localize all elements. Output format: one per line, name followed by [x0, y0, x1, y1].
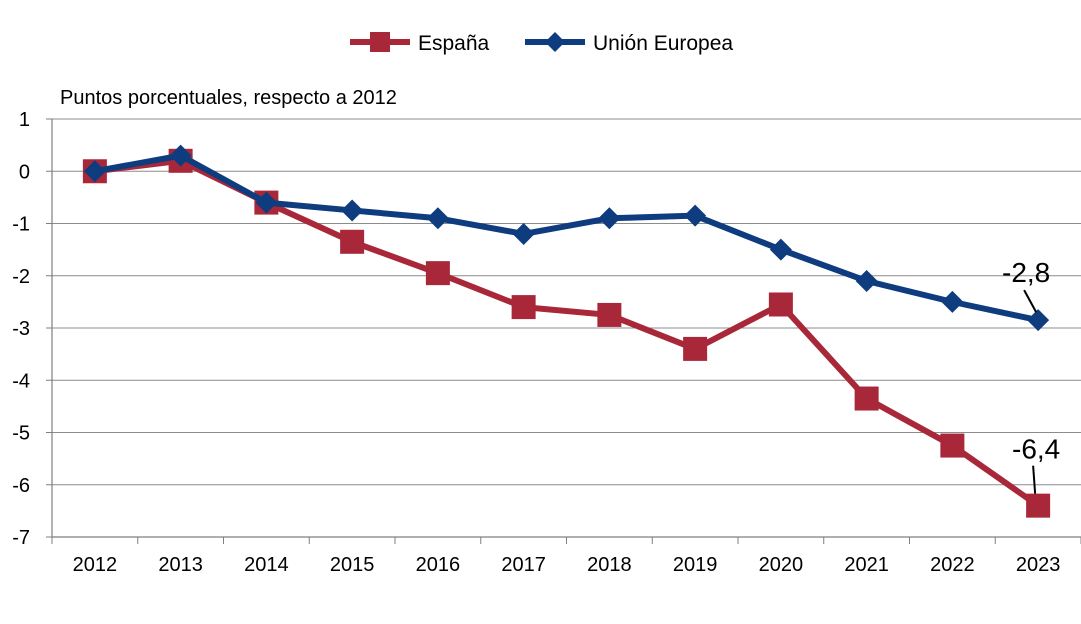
units-label: Puntos porcentuales, respecto a 2012: [60, 87, 397, 109]
legend: España Unión Europea: [350, 32, 733, 55]
x-tick-label: 2013: [158, 554, 203, 576]
series-line-espana: [91, 157, 1042, 509]
x-tick-label: 2017: [501, 554, 546, 576]
x-tick-label: 2023: [1016, 554, 1061, 576]
data-point-union-europea: [169, 144, 192, 167]
data-point-union-europea: [598, 207, 621, 230]
y-tick-label: -4: [12, 370, 30, 392]
data-point-espana: [340, 229, 365, 254]
series-line-union-europea: [91, 152, 1042, 324]
data-point-espana: [683, 336, 708, 361]
x-tick-label: 2020: [759, 554, 804, 576]
legend-label-union-europea: Unión Europea: [593, 32, 733, 55]
data-point-union-europea: [684, 204, 707, 227]
legend-item-espana: España: [350, 32, 490, 55]
y-tick-label: -6: [12, 475, 30, 497]
y-tick-label: -1: [12, 214, 30, 236]
annotation-leader: [1023, 289, 1038, 313]
data-point-espana: [511, 295, 536, 320]
y-tick-label: 1: [19, 109, 30, 131]
data-point-espana: [940, 433, 965, 458]
data-point-union-europea: [426, 207, 449, 230]
y-tick-label: -3: [12, 318, 30, 340]
data-point-union-europea: [83, 160, 106, 183]
x-tick-label: 2018: [587, 554, 632, 576]
x-tick-label: 2014: [244, 554, 289, 576]
x-tick-label: 2021: [844, 554, 889, 576]
data-point-union-europea: [512, 222, 535, 245]
data-point-union-europea: [769, 238, 792, 261]
data-point-union-europea: [255, 191, 278, 214]
x-tick-label: 2016: [416, 554, 461, 576]
x-tick-label: 2015: [330, 554, 375, 576]
data-point-union-europea: [1027, 309, 1050, 332]
legend-item-union-europea: Unión Europea: [525, 32, 733, 55]
y-tick-label: -5: [12, 423, 30, 445]
data-point-union-europea: [855, 269, 878, 292]
y-tick-label: -7: [12, 527, 30, 549]
x-tick-label: 2012: [73, 554, 118, 576]
data-point-espana: [854, 386, 879, 411]
annotation-leader: [1032, 465, 1037, 494]
data-point-espana: [425, 261, 450, 286]
x-tick-label: 2019: [673, 554, 718, 576]
x-tick-label: 2022: [930, 554, 975, 576]
data-point-union-europea: [341, 199, 364, 222]
y-tick-label: -2: [12, 266, 30, 288]
annotation-label: -2,8: [1002, 257, 1050, 288]
annotation-label: -6,4: [1012, 434, 1060, 465]
data-point-espana: [768, 292, 793, 317]
data-point-espana: [597, 302, 622, 327]
legend-swatch-marker-espana: [370, 32, 390, 52]
data-point-union-europea: [941, 290, 964, 313]
data-point-espana: [1026, 493, 1051, 518]
plot-area: 1 0 -1 -2 -3 -4 -5 -6 -7 2012 2013 2014 2015 2016 2017…: [12, 109, 1081, 576]
legend-label-espana: España: [418, 32, 490, 55]
legend-swatch-marker-union-europea: [545, 32, 565, 52]
y-tick-label: 0: [19, 161, 30, 183]
